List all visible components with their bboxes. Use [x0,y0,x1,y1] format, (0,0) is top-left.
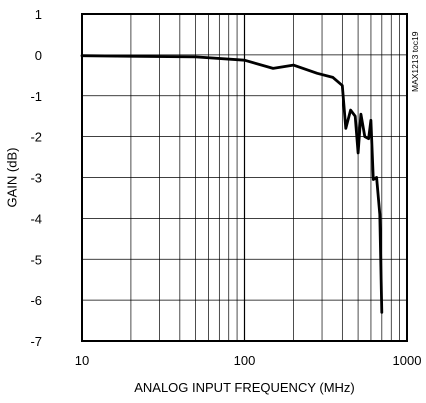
x-tick-label: 10 [75,353,89,368]
y-tick-label: -3 [30,171,42,186]
x-tick-label: 1000 [393,353,422,368]
y-axis-label: GAIN (dB) [4,148,19,208]
y-tick-label: -1 [30,89,42,104]
x-tick-labels: 10 100 1000 [75,353,422,368]
figure-code-label: MAX1213 toc19 [410,31,420,92]
y-tick-label: -6 [30,293,42,308]
plot-frame [81,13,408,342]
gain-series-line [80,54,384,314]
x-axis-label: ANALOG INPUT FREQUENCY (MHz) [134,380,355,395]
grid-lines [82,14,407,341]
series-layer [80,54,384,314]
y-tick-label: 1 [35,7,42,22]
x-tick-label: 100 [234,353,256,368]
y-tick-label: -4 [30,211,42,226]
y-tick-label: -2 [30,130,42,145]
y-tick-label: -5 [30,252,42,267]
y-tick-labels: 1 0 -1 -2 -3 -4 -5 -6 -7 [30,7,42,349]
y-tick-label: -7 [30,334,42,349]
y-tick-label: 0 [35,48,42,63]
